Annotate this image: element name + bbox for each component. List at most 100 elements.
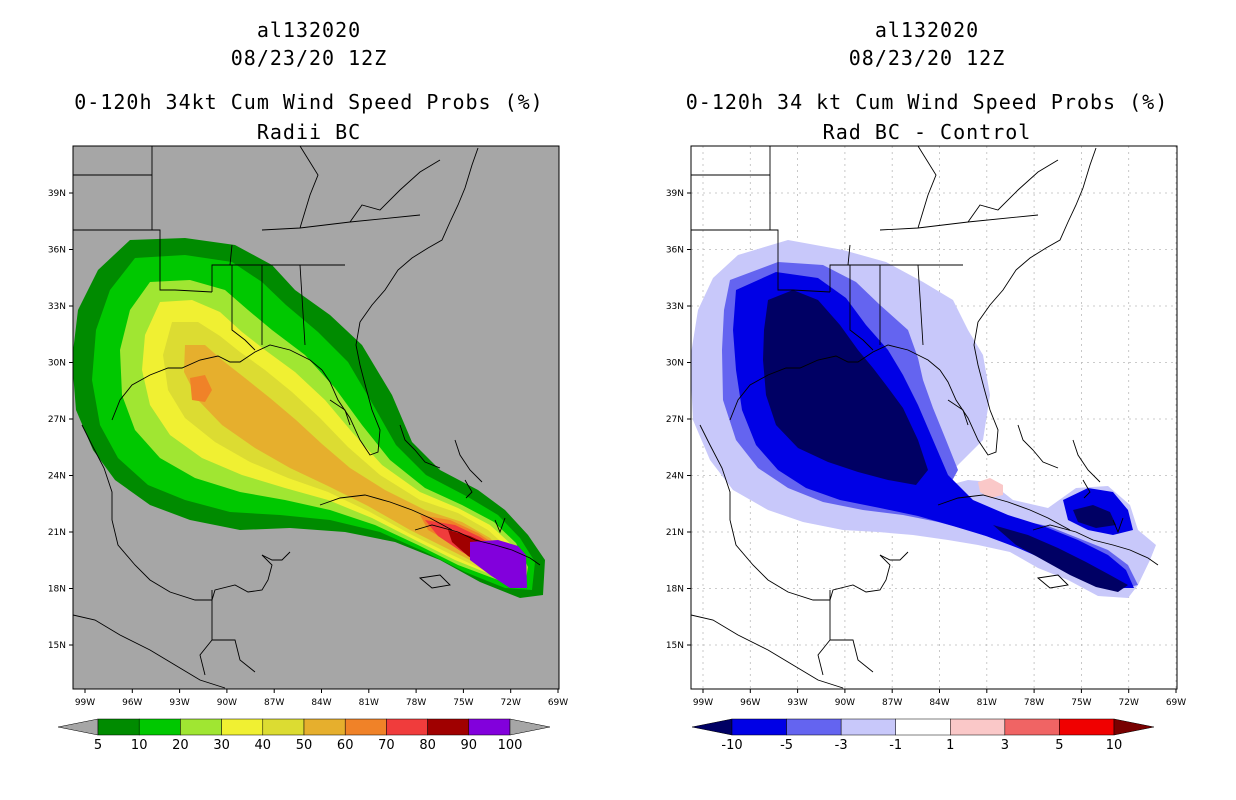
colorbar-segment — [386, 718, 428, 736]
colorbar-label: 5 — [94, 738, 102, 753]
colorbar-label: 20 — [172, 738, 189, 753]
lat-tick-label: 33N — [666, 302, 684, 312]
geo-line — [1036, 574, 1069, 589]
lon-tick-label: 78W — [1024, 698, 1044, 708]
geo-line — [699, 424, 891, 601]
geo-line — [359, 147, 479, 323]
lat-tick-label: 27N — [48, 415, 66, 425]
geo-line — [454, 439, 483, 483]
geo-line — [399, 424, 441, 469]
geo-line — [829, 244, 851, 292]
lon-tick-label: 81W — [359, 698, 379, 708]
prob-band-90 — [470, 540, 527, 588]
colorbar-label: -3 — [835, 738, 848, 753]
lon-tick-label: 69W — [548, 698, 568, 708]
lat-tick-label: 24N — [666, 472, 684, 482]
geo-line — [299, 264, 306, 346]
panel-subtitle: Rad BC - Control — [822, 120, 1032, 144]
colorbar-segment — [427, 718, 470, 736]
geo-line — [494, 517, 506, 534]
colorbar-label: 10 — [131, 738, 148, 753]
colorbar-label: 70 — [378, 738, 395, 753]
coastlines-borders — [691, 146, 1159, 689]
colorbar-under-arrow — [57, 718, 99, 736]
geo-line — [349, 159, 441, 223]
geo-line — [967, 159, 1059, 223]
lon-tick-label: 78W — [406, 698, 426, 708]
colorbar-segment — [786, 718, 842, 736]
lon-tick-label: 75W — [1071, 698, 1091, 708]
geo-line — [939, 321, 999, 456]
lat-tick-label: 39N — [48, 189, 66, 199]
lat-tick-label: 30N — [666, 359, 684, 369]
panel-title: 0-120h 34 kt Cum Wind Speed Probs (%) — [685, 90, 1169, 114]
colorbar-label: 90 — [461, 738, 478, 753]
lon-tick-label: 72W — [501, 698, 521, 708]
lon-tick-label: 87W — [882, 698, 902, 708]
geo-line — [879, 551, 909, 561]
colorbar-over-arrow — [1113, 718, 1155, 736]
lat-tick-label: 27N — [666, 415, 684, 425]
lat-tick-label: 21N — [666, 528, 684, 538]
geo-line — [947, 399, 969, 426]
diff-band-plus-1 — [978, 478, 1003, 498]
geo-line — [319, 494, 453, 531]
geo-line — [299, 146, 319, 229]
lat-tick-label: 33N — [48, 302, 66, 312]
colorbar: -10 -5 -3 -1 1 3 5 10 — [691, 718, 1155, 753]
colorbar-segment — [97, 718, 140, 736]
colorbar-segment — [950, 718, 1006, 736]
colorbar-segment — [1004, 718, 1060, 736]
colorbar-label: -1 — [889, 738, 902, 753]
geo-line — [73, 229, 213, 293]
geo-line — [1072, 439, 1101, 483]
colorbar-over-arrow — [509, 718, 551, 736]
lon-tick-label: 69W — [1166, 698, 1186, 708]
coastlines-borders — [73, 146, 541, 689]
geo-line — [329, 399, 351, 426]
geo-line — [418, 574, 451, 589]
right-panel: al132020 08/23/20 12Z 0-120h 34 kt Cum W… — [618, 0, 1236, 800]
geo-line — [729, 344, 941, 421]
geo-line — [849, 265, 874, 351]
lat-tick-label: 36N — [666, 246, 684, 256]
lon-tick-label: 90W — [835, 698, 855, 708]
forecast-date: 08/23/20 12Z — [230, 46, 388, 70]
lon-tick-label: 96W — [122, 698, 142, 708]
geo-line — [414, 524, 541, 566]
colorbar-segment — [468, 718, 511, 736]
lon-tick-label: 81W — [977, 698, 997, 708]
colorbar-label: 50 — [296, 738, 313, 753]
lon-tick-label: 99W — [693, 698, 713, 708]
geo-line — [1082, 479, 1091, 499]
colorbar-under-arrow — [691, 718, 733, 736]
colorbar-label: 3 — [1001, 738, 1009, 753]
lon-tick-label: 84W — [929, 698, 949, 708]
geo-line — [199, 639, 213, 676]
geo-line — [1017, 424, 1059, 469]
axis-ticks: 99W 96W 93W 90W 87W 84W 81W 78W 75W 72W 69W 39N 36N 3… — [666, 189, 1186, 708]
colorbar: 5 10 20 30 40 50 60 70 80 90 100 — [57, 718, 551, 753]
colorbar-segment — [262, 718, 305, 736]
geo-line — [211, 244, 233, 292]
colorbar-label: 80 — [419, 738, 436, 753]
lon-tick-label: 87W — [264, 698, 284, 708]
lon-tick-label: 96W — [740, 698, 760, 708]
geo-line — [937, 494, 1071, 531]
lat-tick-label: 30N — [48, 359, 66, 369]
axis-ticks: 99W 96W 93W 90W 87W 84W 81W 78W 75W 72W 69W 39N 36N 3… — [48, 189, 568, 708]
colorbar-label: 30 — [213, 738, 230, 753]
geo-line — [81, 424, 273, 601]
diff-band-minus-10 — [763, 290, 1128, 592]
lon-tick-label: 72W — [1119, 698, 1139, 708]
colorbar-label: 5 — [1055, 738, 1063, 753]
forecast-date: 08/23/20 12Z — [848, 46, 1006, 70]
lat-tick-label: 18N — [666, 585, 684, 595]
colorbar-label: -10 — [721, 738, 742, 753]
geo-line — [261, 214, 421, 231]
colorbar-segment — [303, 718, 346, 736]
colorbar-label: -5 — [780, 738, 793, 753]
lat-tick-label: 36N — [48, 246, 66, 256]
geo-line — [211, 590, 256, 673]
storm-id: al132020 — [256, 18, 362, 42]
